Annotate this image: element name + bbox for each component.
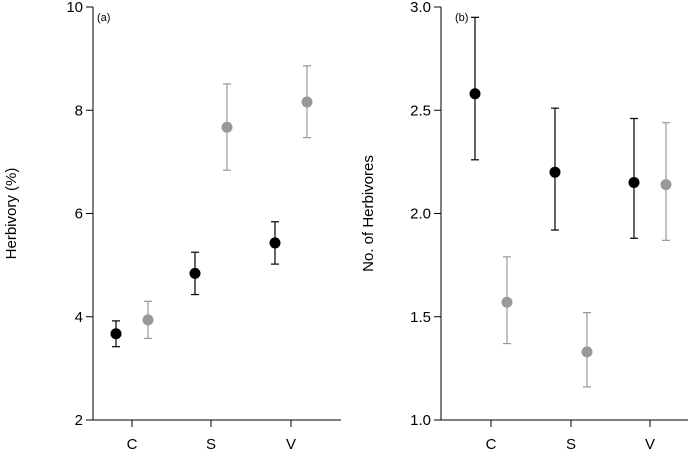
y-tick-label: 4 [75,309,83,326]
panel-label: (b) [455,12,468,24]
data-point [189,267,201,279]
y-tick-label: 3.0 [410,0,431,16]
data-point [221,121,233,133]
data-point [110,328,122,340]
y-axis-label: No. of Herbivores [360,155,377,272]
y-tick-label: 2.5 [410,102,431,119]
data-point [501,296,513,308]
data-point [581,346,593,358]
data-point [142,314,154,326]
y-tick-label: 8 [75,102,83,119]
x-tick-label: C [486,436,497,453]
data-point [301,96,313,108]
data-point [269,237,281,249]
y-tick-label: 2 [75,412,83,429]
y-tick-label: 1.0 [410,412,431,429]
y-tick-label: 2.0 [410,206,431,223]
y-tick-label: 10 [66,0,83,16]
y-tick-label: 1.5 [410,309,431,326]
y-tick-label: 6 [75,206,83,223]
y-axis-label: Herbivory (%) [3,168,20,260]
data-point [469,88,481,100]
x-tick-label: S [206,436,216,453]
data-point [660,179,672,191]
data-point [628,177,640,189]
x-tick-label: V [286,436,296,453]
x-tick-label: V [645,436,655,453]
panel-a: Herbivory (%) (a) 2 4 6 8 10 C S V [3,0,341,453]
panel-b: No. of Herbivores (b) 1.0 1.5 2.0 2.5 3.0 C S V [360,0,688,453]
data-point [549,166,561,178]
x-tick-label: S [566,436,576,453]
x-tick-label: C [127,436,138,453]
panel-label: (a) [97,12,110,24]
